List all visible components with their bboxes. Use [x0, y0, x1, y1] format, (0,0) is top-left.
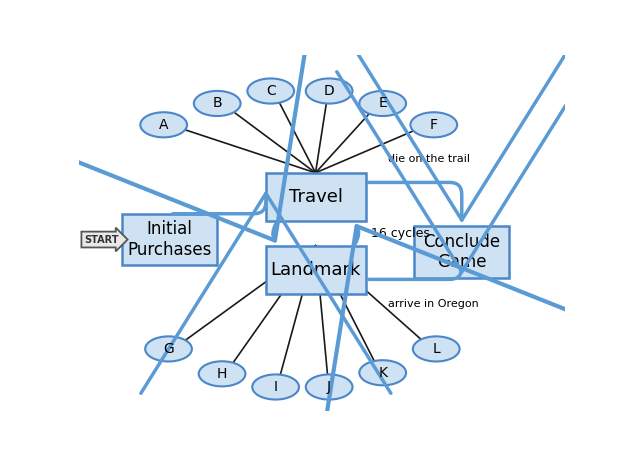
Ellipse shape [306, 374, 352, 400]
FancyArrowPatch shape [337, 20, 587, 220]
FancyArrowPatch shape [337, 72, 587, 280]
FancyBboxPatch shape [266, 173, 365, 221]
Text: die on the trail: die on the trail [387, 154, 470, 164]
Text: G: G [163, 342, 174, 356]
Text: F: F [430, 118, 438, 132]
Ellipse shape [359, 360, 406, 385]
Text: D: D [324, 84, 335, 98]
Ellipse shape [359, 91, 406, 116]
Text: 16 cycles: 16 cycles [371, 227, 430, 240]
Ellipse shape [198, 361, 246, 386]
FancyBboxPatch shape [122, 214, 217, 265]
Text: J: J [327, 380, 331, 394]
Text: Landmark: Landmark [271, 261, 361, 279]
FancyBboxPatch shape [414, 226, 509, 278]
Text: Conclude
Game: Conclude Game [423, 232, 501, 271]
Ellipse shape [411, 112, 457, 137]
Ellipse shape [140, 112, 187, 137]
Ellipse shape [194, 91, 241, 116]
Ellipse shape [247, 79, 294, 103]
Text: B: B [212, 97, 222, 110]
Ellipse shape [306, 79, 352, 103]
FancyArrowPatch shape [0, 0, 331, 241]
Text: L: L [432, 342, 440, 356]
Ellipse shape [413, 336, 460, 361]
Text: arrive in Oregon: arrive in Oregon [387, 299, 479, 309]
Ellipse shape [252, 374, 299, 400]
Text: K: K [378, 366, 387, 380]
Text: E: E [378, 97, 387, 110]
Text: Initial
Purchases: Initial Purchases [127, 220, 212, 259]
Text: A: A [159, 118, 168, 132]
FancyArrowPatch shape [141, 193, 391, 393]
Text: I: I [274, 380, 278, 394]
Text: START: START [84, 235, 119, 244]
FancyBboxPatch shape [266, 246, 365, 294]
Text: C: C [266, 84, 276, 98]
FancyArrowPatch shape [301, 226, 628, 462]
Text: Travel: Travel [289, 188, 343, 206]
Text: H: H [217, 367, 227, 381]
Ellipse shape [145, 336, 192, 361]
